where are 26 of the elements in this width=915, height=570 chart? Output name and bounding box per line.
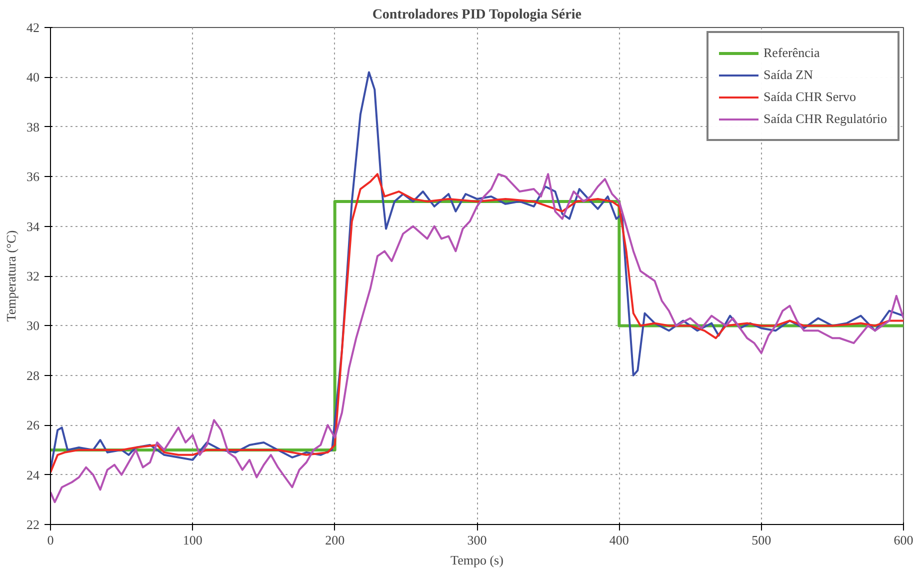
y-tick-label: 24 (26, 467, 40, 482)
line-series (50, 71, 904, 471)
legend-label: Saída ZN (764, 67, 813, 83)
chart-title: Controladores PID Topologia Série (372, 8, 582, 22)
legend-label: Saída CHR Regulatório (764, 111, 887, 127)
x-tick-label: 600 (894, 532, 914, 548)
y-tick-label: 26 (26, 418, 40, 433)
y-tick-label: 40 (26, 70, 40, 85)
legend-label: Saída CHR Servo (764, 89, 856, 105)
x-axis-title: Tempo (s) (450, 552, 504, 568)
y-tick-label: 38 (26, 119, 40, 134)
y-tick-label: 34 (26, 218, 40, 234)
x-tick-label: 0 (47, 532, 54, 548)
y-tick-label: 42 (26, 20, 40, 35)
x-tick-label: 300 (467, 532, 487, 548)
y-tick-label: 32 (26, 268, 40, 284)
x-tick-label: 100 (182, 532, 202, 548)
x-tick-label: 500 (752, 532, 772, 548)
x-tick-label: 400 (609, 532, 629, 548)
legend-label: Referência (764, 45, 820, 61)
y-tick-label: 36 (26, 169, 40, 184)
y-tick-label: 28 (26, 368, 40, 383)
x-tick-label: 200 (325, 532, 345, 548)
y-tick-label: 30 (26, 318, 40, 334)
y-tick-label: 22 (26, 517, 40, 532)
y-axis-title: Temperatura (°C) (4, 230, 18, 322)
